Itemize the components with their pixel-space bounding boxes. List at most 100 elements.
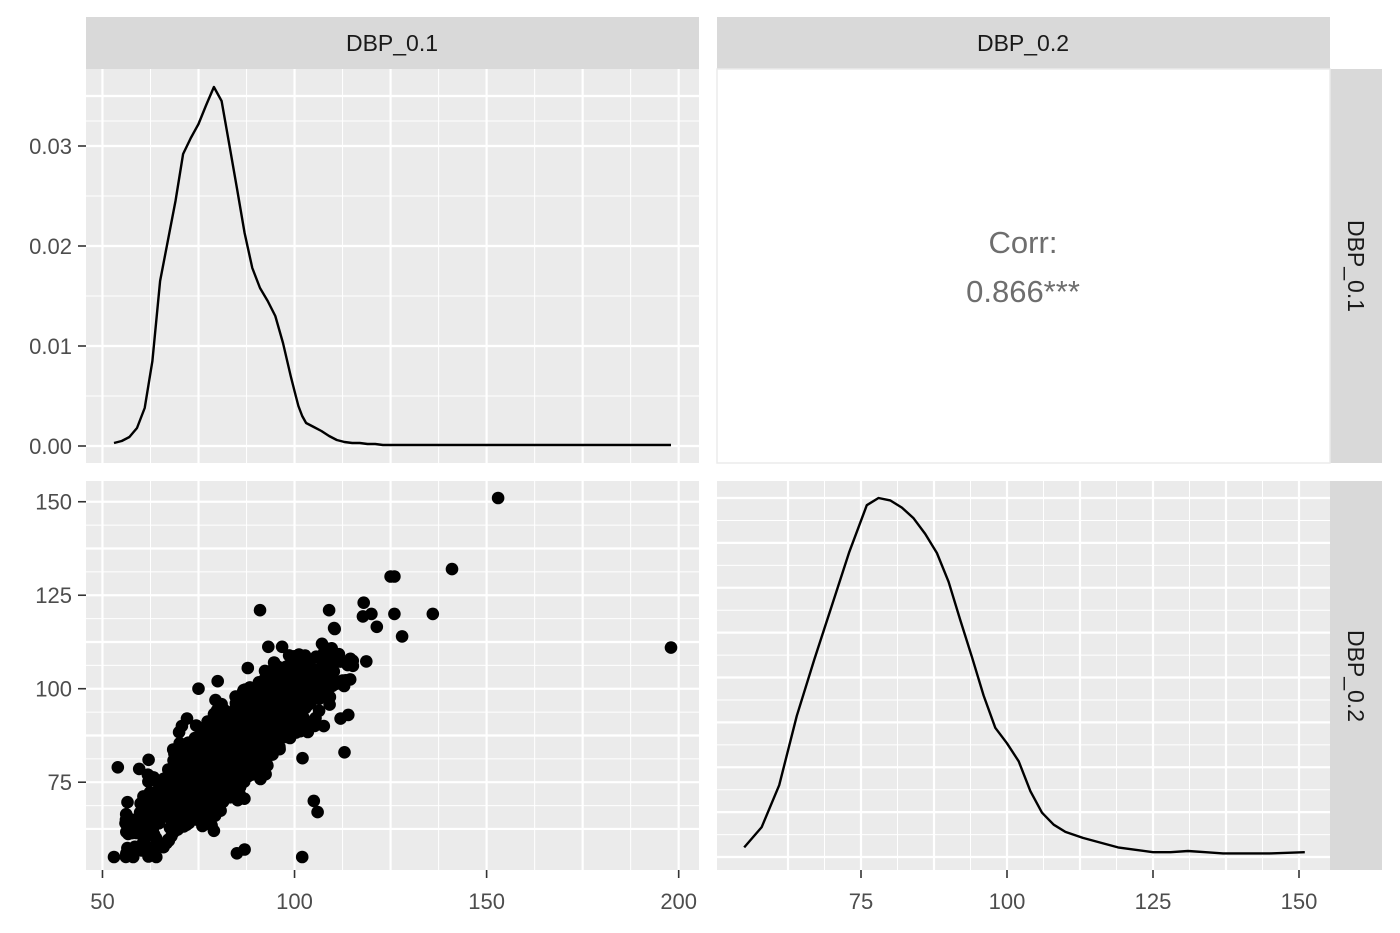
scatter-point [186,795,199,808]
scatter-point [259,723,273,737]
strip-label-row2: DBP_0.2 [1343,630,1369,722]
scatter-point [193,764,207,778]
scatter-point [294,720,308,734]
y-tick-label-top-1: 0.01 [29,334,72,359]
scatter-point [365,607,378,621]
scatter-point [243,740,256,753]
scatter-point [388,570,401,583]
scatter-point [212,772,225,785]
scatter-point [295,850,309,864]
y-tick-label-top-2: 0.02 [29,234,72,259]
left-axis: 0.00 0.01 0.02 0.03 75 100 125 150 [29,134,86,795]
scatter-point [151,799,164,812]
scatter-point [172,764,186,778]
scatter-points [107,491,678,864]
scatter-point [360,655,373,668]
strip-right-row2 [1330,481,1382,870]
scatter-point [238,843,251,856]
scatter-point [288,685,302,698]
scatter-point [126,850,140,864]
scatter-point [296,751,309,765]
strip-label-col2: DBP_0.2 [977,30,1069,56]
strip-top-col2 [717,17,1330,69]
scatter-point [664,641,678,654]
x-tick-label-col2-3: 150 [1281,889,1318,914]
scatter-point [323,698,336,711]
x-tick-label-col1-0: 50 [90,889,114,914]
scatter-point [426,607,440,621]
scatter-point [242,769,255,783]
scatter-point [327,621,341,635]
scatter-point [233,713,246,726]
scatter-point [197,787,210,801]
scatter-point [217,784,230,798]
scatter-point [327,647,341,661]
scatter-point [121,795,134,809]
scatter-point [357,596,371,609]
scatter-point [317,719,331,733]
bottom-axis: 50 100 150 200 75 100 125 150 [90,870,1317,914]
strip-right-row1 [1330,69,1382,463]
x-tick-label-col2-0: 75 [849,889,873,914]
scatter-point [219,706,232,720]
scatter-point [282,649,296,662]
scatter-point [171,810,184,823]
scatter-point [135,819,148,832]
right-strips: DBP_0.1 DBP_0.2 [1330,69,1382,870]
scatter-point [134,839,148,853]
strip-label-row1: DBP_0.1 [1343,220,1369,312]
density-dbp-0-1-curve [113,85,671,447]
scatter-point [314,680,328,694]
scatter-point [204,743,217,757]
scatter-point [297,663,311,677]
top-strips: DBP_0.1 DBP_0.2 [86,17,1330,69]
correlation-panel-background [716,68,1331,464]
scatter-point [146,811,159,825]
scatter-point [254,772,267,786]
strip-label-col1: DBP_0.1 [346,30,438,56]
scatter-point [395,630,409,643]
scatter-point [370,620,384,634]
scatter-point [491,491,505,505]
scatter-point [199,724,213,737]
scatter-point [121,841,134,855]
x-tick-label-col1-3: 200 [660,889,697,914]
density-dbp-0-2-background [717,481,1330,870]
scatter-point [214,759,228,772]
y-tick-label-bottom-2: 125 [35,583,72,608]
scatter-point [145,825,159,839]
scatter-point [338,746,351,759]
scatter-point [172,725,186,739]
density-dbp-0-2-curve [743,496,1305,855]
scatter-point [323,663,337,676]
scatter-point [334,712,347,725]
scatter-point [285,667,298,681]
scatter-point [166,743,180,756]
x-tick-label-col1-2: 150 [468,889,505,914]
scatter-point [252,676,266,689]
scatter-point [244,691,258,704]
y-tick-label-bottom-3: 150 [35,490,72,515]
scatter-point [272,689,286,702]
scatter-point [275,640,289,654]
scatter-point [206,803,219,817]
scatter-point [322,603,336,617]
scatter-point [312,704,326,718]
scatter-panel-dbp-0-2-vs-dbp-0-1 [86,481,699,870]
scatter-point [183,768,196,781]
scatter-point [142,753,155,767]
scatter-point [229,759,243,772]
scatter-point [107,850,121,864]
scatter-point [388,607,401,621]
density-dbp-0-1-background [86,69,699,463]
scatter-point [284,712,297,725]
scatter-point [297,692,311,705]
x-tick-label-col2-1: 100 [989,889,1026,914]
scatter-point [262,640,275,654]
density-panel-dbp-0-1 [86,69,699,463]
scatter-point [255,749,268,763]
scatter-point [190,751,203,765]
scatter-point [132,762,146,776]
scatter-point [445,562,459,576]
